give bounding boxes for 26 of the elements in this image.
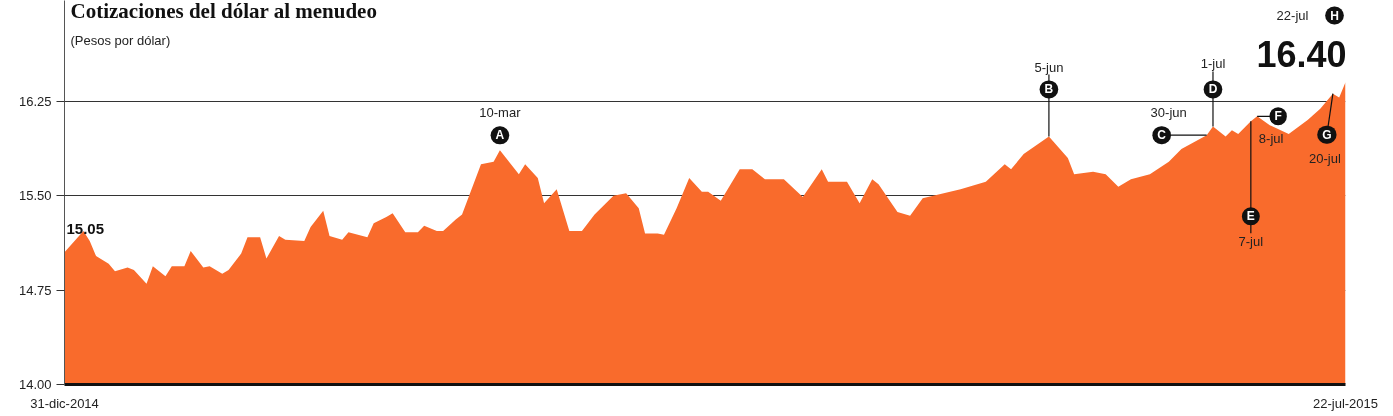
chart-title: Cotizaciones del dólar al menudeo [70,0,377,23]
y-tick-label: 14.00 [18,377,52,392]
annotation: 10-mar [479,104,522,120]
y-tick-label: 14.75 [18,282,52,298]
annotation: 1-jul [1200,55,1226,71]
annotation: 20-jul [1308,151,1341,167]
x-tick-label: 31-dic-2014 [30,395,99,411]
annotation: A [495,128,505,143]
annotation: D [1208,82,1218,97]
annotation: 7-jul [1238,233,1264,249]
y-tick-label: 15.50 [18,188,52,204]
annotation: C [1157,128,1167,143]
annotation: 30-jun [1150,104,1187,120]
text: (Pesos por dólar) [70,32,171,48]
annotation: B [1044,82,1054,97]
x-tick-label: 22-jul-2015 [1312,395,1379,411]
annotation: 15.05 [66,220,105,238]
annotation: G [1322,127,1332,142]
annotation: E [1246,209,1255,224]
annotation: 8-jul [1258,130,1284,146]
annotation: H [1330,8,1339,23]
y-tick-label: 16.25 [18,93,52,109]
annotation: F [1274,109,1282,124]
annotation: 16.40 [1256,34,1347,76]
annotation: 22-jul [1276,8,1309,23]
annotation: 5-jun [1034,59,1064,75]
